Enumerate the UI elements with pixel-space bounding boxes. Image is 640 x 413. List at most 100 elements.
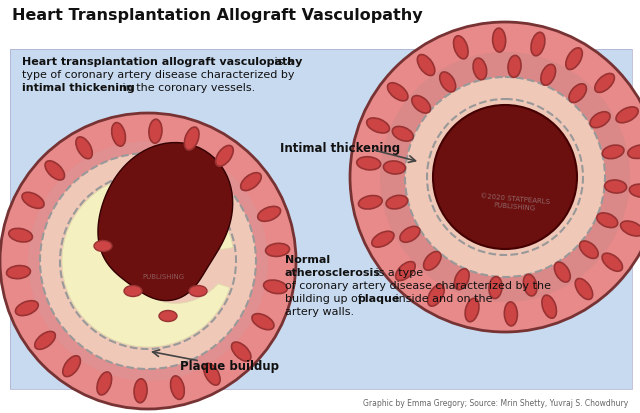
Ellipse shape (356, 157, 381, 171)
Ellipse shape (15, 301, 38, 316)
Ellipse shape (417, 55, 435, 76)
Text: Heart Transplantation Allograft Vasculopathy: Heart Transplantation Allograft Vasculop… (12, 8, 422, 23)
Ellipse shape (372, 232, 394, 247)
Ellipse shape (350, 23, 640, 332)
Ellipse shape (60, 173, 236, 349)
Bar (10, 50, 632, 389)
Ellipse shape (149, 120, 162, 144)
Ellipse shape (264, 280, 287, 294)
Text: artery walls.: artery walls. (285, 306, 354, 316)
Ellipse shape (392, 127, 413, 142)
Ellipse shape (596, 214, 618, 228)
Text: PUBLISHING: PUBLISHING (142, 273, 184, 279)
Text: inside and on the: inside and on the (392, 293, 493, 303)
Ellipse shape (616, 108, 638, 123)
Text: is a: is a (271, 57, 294, 67)
Text: intimal thickening: intimal thickening (22, 83, 135, 93)
Ellipse shape (465, 299, 479, 322)
Ellipse shape (566, 49, 582, 70)
Ellipse shape (412, 96, 431, 114)
Ellipse shape (124, 286, 142, 297)
Ellipse shape (473, 59, 486, 81)
Ellipse shape (258, 207, 280, 222)
Ellipse shape (428, 285, 444, 306)
Ellipse shape (184, 128, 199, 151)
Ellipse shape (111, 123, 125, 147)
Ellipse shape (508, 56, 521, 78)
Ellipse shape (424, 252, 441, 271)
Ellipse shape (531, 33, 545, 57)
Ellipse shape (63, 356, 81, 377)
Ellipse shape (504, 302, 517, 326)
Ellipse shape (170, 376, 184, 399)
Polygon shape (62, 176, 233, 347)
Ellipse shape (367, 119, 390, 134)
Text: Plaque buildup: Plaque buildup (180, 359, 280, 372)
Ellipse shape (0, 114, 296, 409)
Ellipse shape (440, 73, 456, 93)
Ellipse shape (383, 161, 405, 175)
Text: plaque: plaque (357, 293, 399, 303)
Ellipse shape (580, 242, 598, 259)
Text: building up of: building up of (285, 293, 365, 303)
Ellipse shape (405, 78, 605, 277)
Ellipse shape (358, 196, 382, 209)
Ellipse shape (386, 196, 408, 209)
Ellipse shape (380, 53, 630, 302)
Ellipse shape (241, 173, 261, 191)
Ellipse shape (541, 65, 556, 86)
Ellipse shape (216, 146, 233, 167)
Ellipse shape (6, 266, 31, 279)
Ellipse shape (433, 106, 577, 249)
Ellipse shape (629, 185, 640, 198)
Text: ©2020 STATPEARLS
PUBLISHING: ©2020 STATPEARLS PUBLISHING (479, 193, 550, 212)
Text: Intimal thickening: Intimal thickening (280, 142, 400, 154)
Ellipse shape (9, 229, 33, 242)
Ellipse shape (189, 286, 207, 297)
Text: is a type: is a type (372, 267, 423, 277)
Ellipse shape (94, 241, 112, 252)
Ellipse shape (400, 227, 420, 243)
Ellipse shape (454, 269, 469, 290)
Polygon shape (98, 143, 233, 301)
Ellipse shape (524, 275, 537, 296)
Ellipse shape (427, 100, 583, 255)
Ellipse shape (595, 74, 614, 93)
Ellipse shape (489, 277, 502, 299)
Ellipse shape (204, 363, 220, 385)
Ellipse shape (602, 146, 624, 159)
Ellipse shape (40, 154, 256, 369)
Ellipse shape (554, 262, 570, 282)
Ellipse shape (45, 161, 65, 180)
Text: Graphic by Emma Gregory; Source: Mrin Shetty, Yuvraj S. Chowdhury: Graphic by Emma Gregory; Source: Mrin Sh… (363, 398, 628, 407)
Text: type of coronary artery disease characterized by: type of coronary artery disease characte… (22, 70, 294, 80)
Ellipse shape (159, 311, 177, 322)
Ellipse shape (542, 295, 556, 318)
Ellipse shape (266, 244, 289, 257)
Bar (10, 50, 632, 389)
Ellipse shape (35, 332, 55, 349)
Ellipse shape (396, 262, 415, 281)
Ellipse shape (232, 342, 251, 361)
Ellipse shape (387, 83, 408, 102)
Ellipse shape (590, 112, 610, 128)
Ellipse shape (22, 193, 44, 209)
Text: Normal: Normal (285, 254, 330, 264)
Ellipse shape (134, 379, 147, 403)
Ellipse shape (605, 180, 627, 194)
Ellipse shape (628, 146, 640, 159)
Ellipse shape (97, 372, 111, 395)
Ellipse shape (76, 138, 92, 159)
Ellipse shape (621, 221, 640, 237)
Ellipse shape (569, 85, 586, 103)
Ellipse shape (252, 314, 274, 330)
Ellipse shape (575, 279, 593, 300)
Ellipse shape (454, 37, 468, 60)
Text: atherosclerosis: atherosclerosis (285, 267, 381, 277)
Ellipse shape (493, 29, 506, 53)
Text: Heart transplantation allograft vasculopathy: Heart transplantation allograft vasculop… (22, 57, 302, 67)
Ellipse shape (602, 254, 623, 272)
Text: in the coronary vessels.: in the coronary vessels. (119, 83, 255, 93)
Ellipse shape (28, 142, 268, 381)
Text: of coronary artery disease characterized by the: of coronary artery disease characterized… (285, 280, 551, 290)
